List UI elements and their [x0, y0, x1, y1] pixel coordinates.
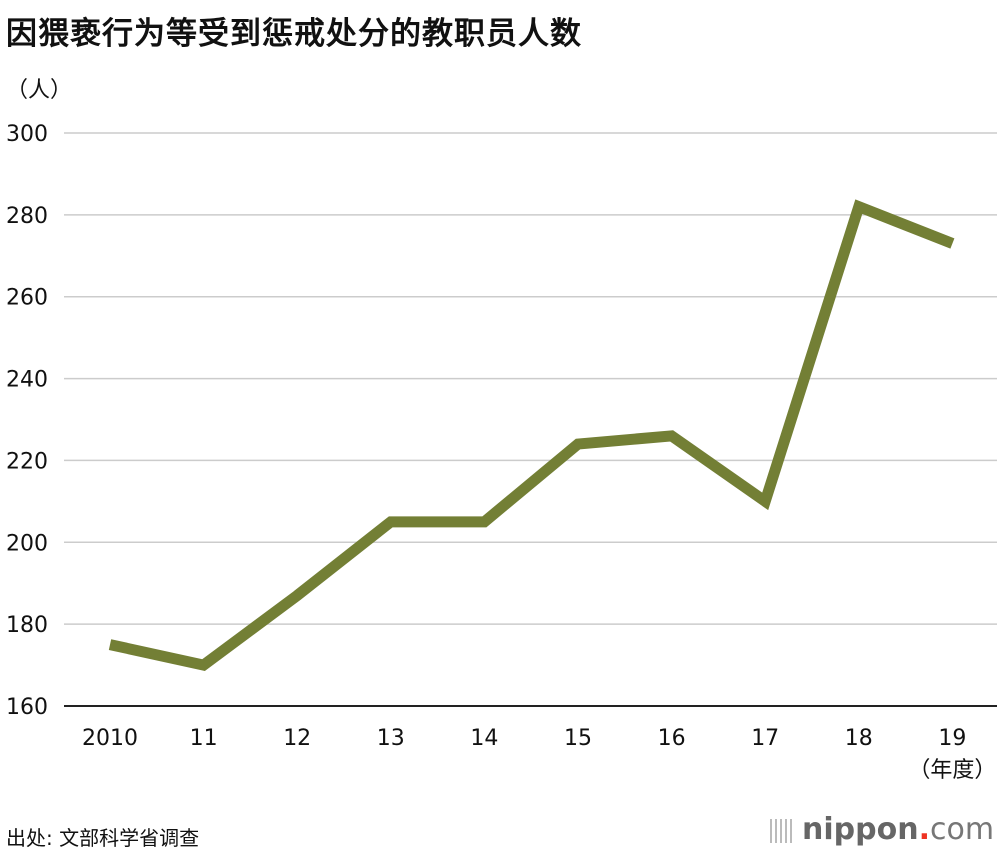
chart-title: 因猥亵行为等受到惩戒处分的教职员人数	[6, 16, 582, 52]
nippon-logo[interactable]: nippon.com	[770, 812, 994, 847]
y-tick-label: 180	[6, 613, 48, 638]
x-tick-label: 18	[845, 726, 873, 751]
x-axis-unit: （年度）	[908, 758, 996, 783]
x-tick-label: 11	[190, 726, 218, 751]
logo-bars-icon	[770, 818, 794, 843]
x-tick-label: 15	[564, 726, 592, 751]
y-tick-label: 220	[6, 449, 48, 474]
x-tick-label: 17	[751, 726, 779, 751]
y-tick-label: 160	[6, 695, 48, 720]
y-tick-label: 300	[6, 122, 48, 147]
x-tick-label: 14	[470, 726, 498, 751]
y-axis-unit: （人）	[6, 78, 73, 103]
y-tick-label: 280	[6, 204, 48, 229]
y-tick-label: 240	[6, 368, 48, 393]
x-tick-label: 12	[283, 726, 311, 751]
y-tick-label: 200	[6, 531, 48, 556]
source-note: 出处: 文部科学省调查	[6, 826, 200, 850]
logo-suffix: com	[929, 812, 995, 847]
series-line	[108, 199, 955, 671]
logo-dot: .	[918, 812, 930, 847]
x-tick-label: 2010	[82, 726, 138, 751]
y-tick-label: 260	[6, 286, 48, 311]
logo-text: nippon	[802, 812, 919, 847]
x-tick-label: 19	[938, 726, 966, 751]
x-tick-label: 13	[377, 726, 405, 751]
x-tick-label: 16	[658, 726, 686, 751]
